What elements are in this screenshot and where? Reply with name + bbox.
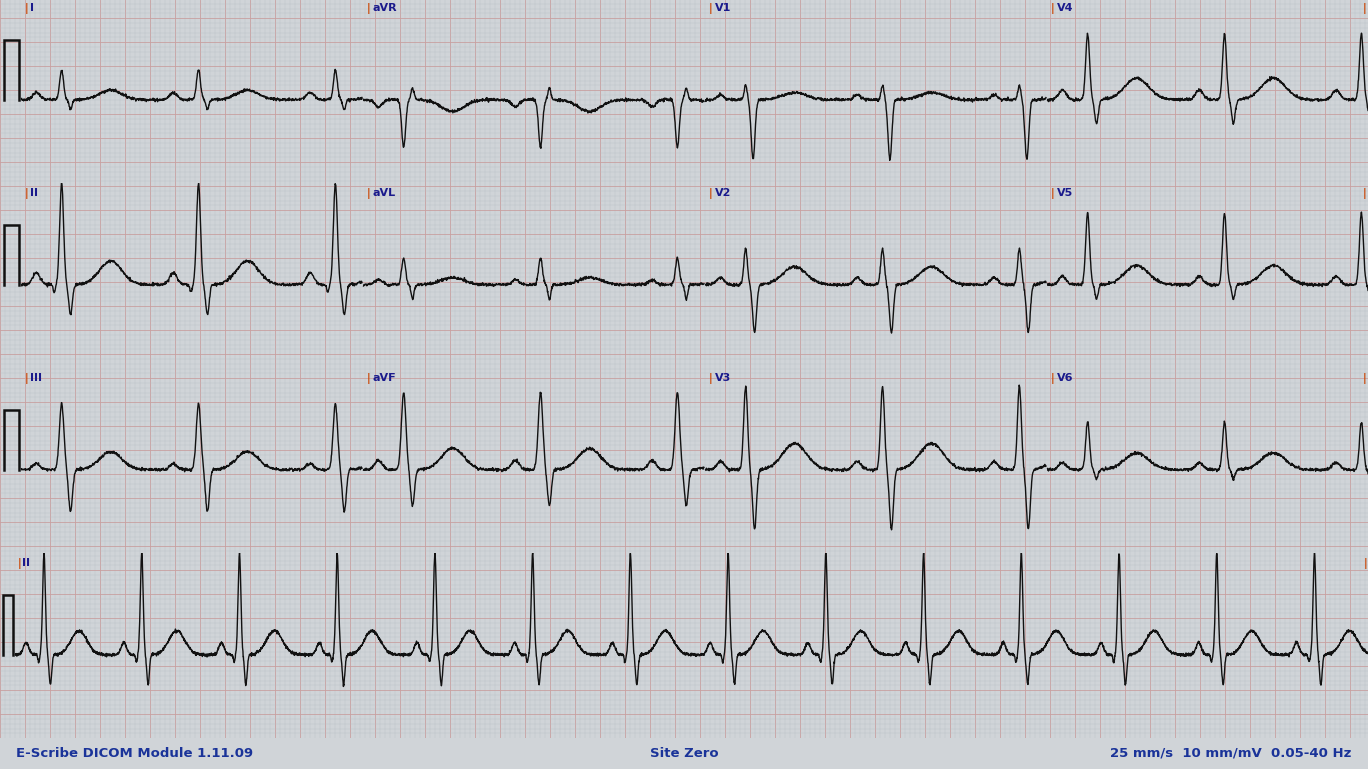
Text: E-Scribe DICOM Module 1.11.09: E-Scribe DICOM Module 1.11.09 [16,747,253,760]
Text: V6: V6 [1056,373,1073,383]
Text: |: | [25,373,29,384]
Text: |: | [367,373,371,384]
Text: |: | [1363,188,1367,199]
Text: |: | [1364,558,1367,569]
Text: V4: V4 [1056,3,1073,13]
Text: I: I [30,3,34,13]
Text: |: | [25,188,29,199]
Text: |: | [709,373,713,384]
Text: V1: V1 [714,3,731,13]
Text: Site Zero: Site Zero [650,747,718,760]
Text: V3: V3 [714,373,731,383]
Text: II: II [30,188,38,198]
Text: V5: V5 [1056,188,1073,198]
Text: |: | [1363,373,1367,384]
Text: aVF: aVF [372,373,397,383]
Text: aVR: aVR [372,3,397,13]
Text: |: | [709,3,713,14]
Text: |: | [367,3,371,14]
Text: |: | [367,188,371,199]
Text: |: | [1051,373,1055,384]
Text: |: | [18,558,21,569]
Text: II: II [22,558,30,568]
Text: III: III [30,373,42,383]
Text: aVL: aVL [372,188,395,198]
Text: |: | [1051,188,1055,199]
Text: |: | [1363,3,1367,14]
Text: |: | [1051,3,1055,14]
Text: 25 mm/s  10 mm/mV  0.05-40 Hz: 25 mm/s 10 mm/mV 0.05-40 Hz [1111,747,1352,760]
Text: V2: V2 [714,188,731,198]
Text: |: | [709,188,713,199]
Text: |: | [25,3,29,14]
